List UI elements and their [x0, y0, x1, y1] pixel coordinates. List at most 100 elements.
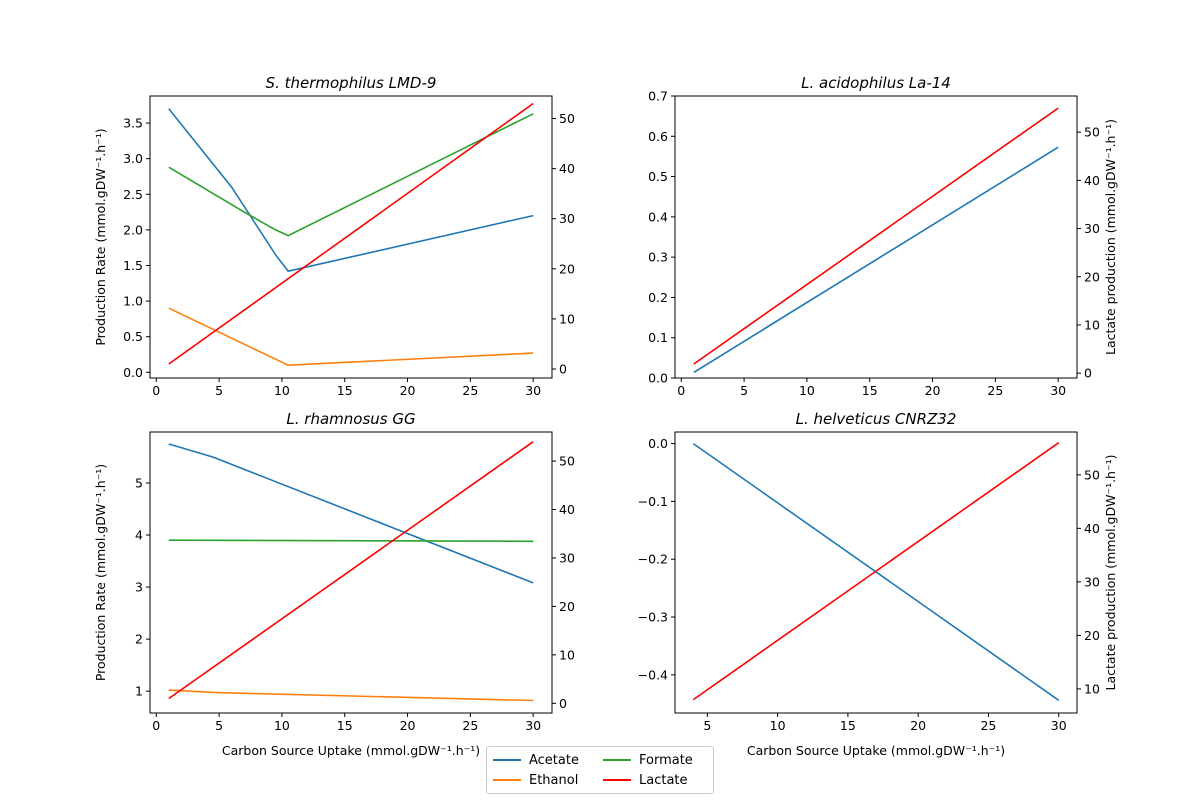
x-tick-label: 20: [400, 383, 416, 398]
x-tick-label: 20: [400, 718, 416, 733]
x-tick-label: 25: [980, 718, 996, 733]
y-tick-label: −0.1: [638, 494, 668, 509]
y-axis-label: Production Rate (mmol.gDW⁻¹.h⁻¹): [93, 464, 108, 681]
y-tick-label: 0.5: [648, 169, 668, 184]
y2-tick-label: 50: [559, 454, 575, 469]
x-tick-label: 25: [987, 383, 1003, 398]
title-genus: L.: [286, 410, 304, 428]
x-tick-label: 15: [840, 718, 856, 733]
y-tick-label: 0.4: [648, 209, 668, 224]
y-tick-label: 0.3: [648, 250, 668, 265]
x-tick-label: 10: [799, 383, 815, 398]
x-tick-label: 20: [925, 383, 941, 398]
x-tick-label: 30: [1051, 718, 1067, 733]
y2-tick-label: 20: [1084, 628, 1100, 643]
y-tick-label: 0.5: [123, 329, 143, 344]
axes-frame: [149, 95, 553, 379]
x-tick-label: 15: [862, 383, 878, 398]
y-tick-label: 0.6: [648, 129, 668, 144]
x-tick-label: 0: [152, 383, 160, 398]
y2-tick-label: 0: [1084, 366, 1092, 381]
y2-tick-label: 10: [559, 647, 575, 662]
axes-frame: [674, 95, 1078, 379]
y-tick-label: 3.0: [123, 151, 143, 166]
legend-swatch-lactate: [603, 779, 631, 781]
y2-tick-label: 20: [1084, 269, 1100, 284]
y-tick-label: 0.1: [648, 330, 668, 345]
y2-tick-label: 20: [559, 599, 575, 614]
x-tick-label: 5: [740, 383, 748, 398]
y2-tick-label: 0: [559, 361, 567, 376]
x-tick-label: 10: [274, 718, 290, 733]
legend-label-lactate: Lactate: [639, 772, 688, 788]
y-tick-label: 2.5: [123, 187, 143, 202]
title-species: thermophilus LMD-9: [285, 74, 437, 92]
y-tick-label: −0.3: [638, 610, 668, 625]
y2-tick-label: 10: [1084, 317, 1100, 332]
y-tick-label: 0.0: [123, 365, 143, 380]
title-species: rhamnosus GG: [304, 410, 415, 428]
series-line-lactate: [693, 107, 1059, 365]
series-line-lactate: [692, 442, 1060, 701]
x-tick-label: 30: [1050, 383, 1066, 398]
series-line-lactate: [168, 441, 534, 700]
x-tick-label: 30: [525, 718, 541, 733]
title-species: helveticus CNRZ32: [814, 410, 957, 428]
y-tick-label: 1.5: [123, 258, 143, 273]
y-tick-label: 0.0: [648, 436, 668, 451]
legend-item-lactate: Lactate: [603, 771, 688, 789]
y2-tick-label: 50: [1084, 125, 1100, 140]
series-line-formate: [168, 539, 534, 543]
y-tick-label: 1.0: [123, 294, 143, 309]
y-tick-label: 0.7: [648, 89, 668, 104]
y2-tick-label: 50: [1084, 467, 1100, 482]
y-tick-label: 3: [135, 580, 143, 595]
subplot-4: 5 10 15 20 25 30 −0.4 −0.3 −0.2 −0.1 0.0 10 20 30 40 50…: [638, 410, 1118, 758]
x-tick-label: 30: [525, 383, 541, 398]
x-tick-label: 20: [910, 718, 926, 733]
axes-frame: [674, 431, 1078, 714]
series-line-ethanol: [168, 307, 534, 367]
subplot-1: 0 5 10 15 20 25 30 0.0 0.5 1.0 1.5 2.0 2.5 3.0 3.5 0 10 2…: [93, 74, 575, 398]
subplot-title: L. rhamnosus GG: [286, 410, 415, 428]
x-tick-label: 25: [462, 718, 478, 733]
x-tick-label: 15: [337, 383, 353, 398]
legend-swatch-ethanol: [493, 779, 521, 781]
title-genus: S.: [266, 74, 285, 92]
x-tick-label: 0: [677, 383, 685, 398]
x-tick-label: 5: [215, 383, 223, 398]
title-genus: L.: [796, 410, 814, 428]
x-axis-label: Carbon Source Uptake (mmol.gDW⁻¹.h⁻¹): [747, 743, 1005, 758]
legend-label-acetate: Acetate: [529, 752, 579, 768]
y-tick-label: 0.2: [648, 290, 668, 305]
y2-axis-label: Lactate production (mmol.gDW⁻¹.h⁻¹): [1103, 119, 1118, 355]
y-tick-label: 5: [135, 475, 143, 490]
legend-item-ethanol: Ethanol: [493, 771, 578, 789]
x-tick-label: 10: [770, 718, 786, 733]
y2-axis-label: Lactate production (mmol.gDW⁻¹.h⁻¹): [1103, 455, 1118, 691]
legend-label-formate: Formate: [639, 752, 693, 768]
legend-item-formate: Formate: [603, 751, 693, 769]
y2-tick-label: 50: [559, 111, 575, 126]
y2-tick-label: 20: [559, 261, 575, 276]
y2-tick-label: 30: [559, 211, 575, 226]
y-tick-label: 2: [135, 632, 143, 647]
x-tick-label: 10: [274, 383, 290, 398]
series-line-ethanol: [168, 689, 534, 702]
axes-frame: [149, 431, 553, 714]
x-tick-label: 25: [462, 383, 478, 398]
legend-item-acetate: Acetate: [493, 751, 579, 769]
subplot-title: L. helveticus CNRZ32: [796, 410, 957, 428]
subplot-2: 0 5 10 15 20 25 30 0.0 0.1 0.2 0.3 0.4 0.5 0.6 0.7 0 10 2…: [648, 74, 1118, 398]
y-tick-label: 2.0: [123, 222, 143, 237]
y-tick-label: 0.0: [648, 371, 668, 386]
x-tick-label: 5: [703, 718, 711, 733]
y2-tick-label: 40: [559, 161, 575, 176]
y2-tick-label: 10: [1084, 681, 1100, 696]
x-axis-label: Carbon Source Uptake (mmol.gDW⁻¹.h⁻¹): [222, 743, 480, 758]
series-line-formate: [168, 113, 534, 237]
subplot-title: L. acidophilus La-14: [801, 74, 951, 92]
y2-tick-label: 0: [559, 696, 567, 711]
y-tick-label: 1: [135, 684, 143, 699]
